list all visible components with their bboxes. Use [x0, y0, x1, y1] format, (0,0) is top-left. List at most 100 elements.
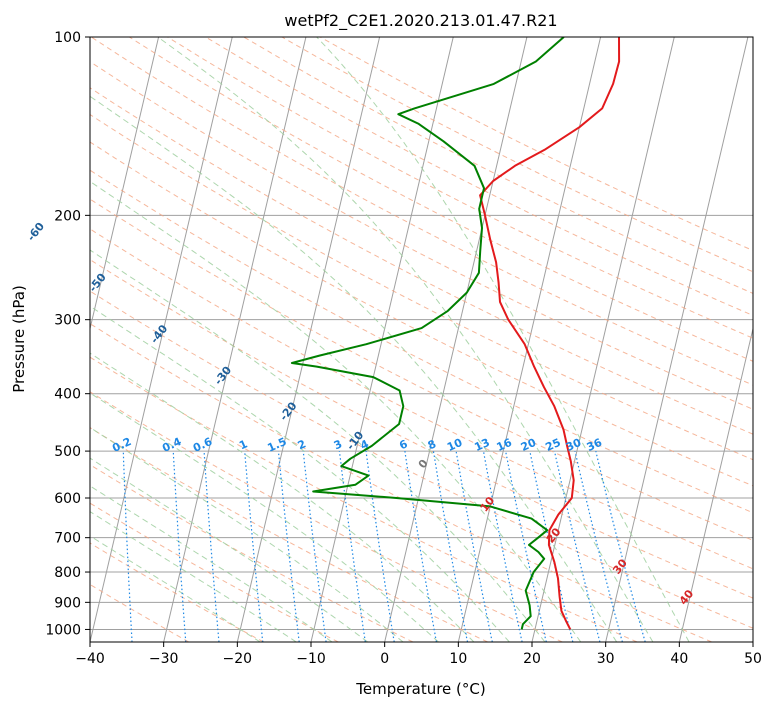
- x-tick-label: −20: [223, 651, 253, 667]
- mixing-ratio-line: [365, 451, 395, 642]
- x-tick-label: 40: [670, 651, 688, 667]
- dry-adiabat-label: 10: [478, 494, 498, 514]
- dry-adiabat-line: [319, 37, 753, 252]
- plot-frame: [89, 36, 754, 643]
- moist-adiabat-line: [90, 305, 510, 642]
- mixing-ratio-line: [203, 451, 220, 642]
- isotherm-line: [605, 37, 749, 642]
- mixing-ratio-label: 3: [332, 437, 344, 452]
- dry-adiabat-line: [90, 583, 190, 642]
- mixing-ratio-line: [432, 450, 469, 642]
- isotherm-line: [457, 37, 602, 642]
- moist-adiabat-line: [90, 392, 439, 642]
- isotherm-line: [384, 37, 528, 642]
- y-axis-label: Pressure (hPa): [10, 285, 28, 393]
- temperature-line: [479, 37, 621, 630]
- mixing-ratio-line: [455, 450, 493, 642]
- y-tick-label: 700: [54, 531, 81, 547]
- moist-adiabat-line: [90, 511, 297, 642]
- dry-adiabat-label: 20: [544, 525, 564, 545]
- mixing-ratio-line: [595, 450, 646, 642]
- y-tick-label: 400: [54, 387, 81, 403]
- mixing-ratio-label: 20: [519, 436, 539, 454]
- isotherm-line: [531, 37, 675, 642]
- moist-adiabat-line: [90, 95, 618, 642]
- dry-adiabat-line: [90, 427, 488, 642]
- dry-adiabat-line: [90, 323, 712, 642]
- isotherm-line: [90, 37, 160, 331]
- mixing-ratio-label: 25: [543, 436, 562, 454]
- background-lines: [90, 37, 753, 642]
- mixing-ratio-line: [172, 451, 187, 642]
- line-labels: 0.20.40.611.52346810131620253036-100-90-…: [25, 220, 697, 608]
- mixing-ratio-line: [277, 451, 300, 642]
- isotherm-line: [236, 37, 381, 642]
- moist-adiabat-line: [90, 535, 261, 642]
- moist-adiabat-line: [90, 249, 546, 642]
- x-tick-label: 50: [744, 651, 762, 667]
- isotherm-line: [163, 37, 307, 642]
- moist-adiabat-line: [90, 457, 368, 642]
- moist-adiabat-line: [157, 37, 654, 642]
- x-tick-label: 20: [523, 651, 541, 667]
- y-tick-label: 900: [54, 595, 81, 611]
- dry-adiabat-line: [167, 37, 753, 339]
- dry-adiabat-line: [205, 37, 753, 317]
- data-series: [290, 37, 621, 630]
- dry-adiabat-line: [90, 464, 414, 642]
- dry-adiabat-line: [90, 259, 753, 599]
- y-tick-label: 800: [54, 565, 81, 581]
- x-tick-label: −40: [75, 651, 105, 667]
- mixing-ratio-line: [505, 450, 547, 642]
- mixing-ratio-label: 16: [495, 436, 515, 454]
- chart-title: wetPf2_C2E1.2020.213.01.47.R21: [284, 11, 557, 31]
- dry-adiabat-line: [90, 391, 563, 642]
- x-tick-label: −10: [296, 651, 326, 667]
- mixing-ratio-label: 10: [445, 436, 465, 454]
- mixing-ratio-label: 2: [296, 437, 308, 452]
- moist-adiabat-line: [90, 485, 333, 642]
- moist-adiabat-line: [316, 37, 690, 642]
- mixing-ratio-label: 0.6: [191, 435, 214, 455]
- mixing-ratio-line: [553, 450, 601, 642]
- dry-adiabat-line: [243, 37, 753, 294]
- mixing-ratio-label: 30: [564, 436, 584, 454]
- dry-adiabat-line: [90, 141, 753, 487]
- isotherm-line: [678, 326, 753, 642]
- dry-adiabat-label: 40: [677, 587, 697, 607]
- y-tick-label: 200: [54, 208, 81, 224]
- isotherm-line: [752, 639, 753, 642]
- y-tick-label: 300: [54, 313, 81, 329]
- x-tick-label: 10: [449, 651, 467, 667]
- dry-adiabat-line: [90, 356, 638, 642]
- isotherm-line: [90, 37, 233, 642]
- dry-adiabat-label: 0: [416, 457, 431, 471]
- dry-adiabat-line: [90, 198, 753, 541]
- x-tick-label: −30: [149, 651, 179, 667]
- dry-adiabat-line: [90, 37, 753, 386]
- dry-adiabat-line: [90, 228, 753, 570]
- dry-adiabat-label: -60: [25, 220, 48, 244]
- mixing-ratio-line: [482, 450, 523, 642]
- x-tick-label: 0: [380, 651, 389, 667]
- axes: −40 −30 −20 −10 0 10 20 30 40 5010020030040050060…: [45, 30, 762, 667]
- x-axis-label: Temperature (°C): [355, 680, 485, 698]
- moist-adiabat-line: [90, 352, 475, 642]
- moist-adiabat-line: [90, 426, 404, 642]
- y-tick-label: 1000: [45, 622, 81, 638]
- dewpoint-line: [290, 37, 565, 630]
- y-tick-label: 100: [54, 30, 81, 46]
- dry-adiabat-line: [129, 37, 753, 362]
- mixing-ratio-line: [244, 451, 264, 642]
- moist-adiabat-line: [90, 180, 582, 642]
- y-tick-label: 500: [54, 444, 81, 460]
- mixing-ratio-label: 13: [472, 436, 491, 454]
- dry-adiabat-line: [90, 502, 339, 642]
- mixing-ratio-label: 8: [426, 437, 438, 452]
- x-tick-label: 30: [597, 651, 615, 667]
- mixing-ratio-line: [574, 450, 623, 642]
- mixing-ratio-line: [302, 451, 327, 642]
- y-tick-label: 600: [54, 491, 81, 507]
- dry-adiabat-label: -40: [148, 322, 171, 346]
